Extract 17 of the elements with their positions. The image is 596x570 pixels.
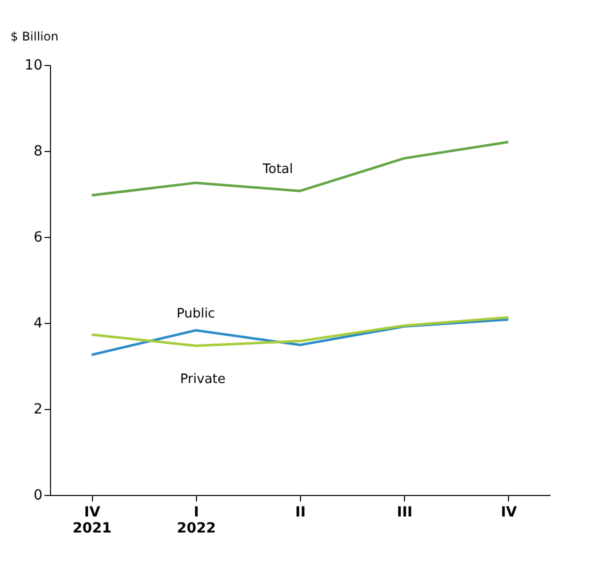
y-tick-label: 2 xyxy=(34,402,42,418)
line-series xyxy=(90,140,510,197)
x-tick-label: I 2022 xyxy=(176,504,216,536)
y-tick-label: 8 xyxy=(34,144,42,160)
y-tick-label: 0 xyxy=(34,488,42,504)
x-tick-label: IV xyxy=(500,504,518,520)
y-axis-title: $ Billion xyxy=(10,30,58,44)
x-tick-label: IV 2021 xyxy=(72,504,112,536)
series-label: Public xyxy=(176,306,216,322)
y-tick-label: 10 xyxy=(24,58,42,74)
x-tick-label: II xyxy=(295,504,306,520)
series-label: Total xyxy=(262,162,294,177)
y-tick-label: 4 xyxy=(34,316,43,332)
y-tick-label: 6 xyxy=(34,230,43,246)
text: Private xyxy=(180,372,226,387)
x-tick-label: III xyxy=(396,504,412,520)
line-series xyxy=(90,316,510,348)
